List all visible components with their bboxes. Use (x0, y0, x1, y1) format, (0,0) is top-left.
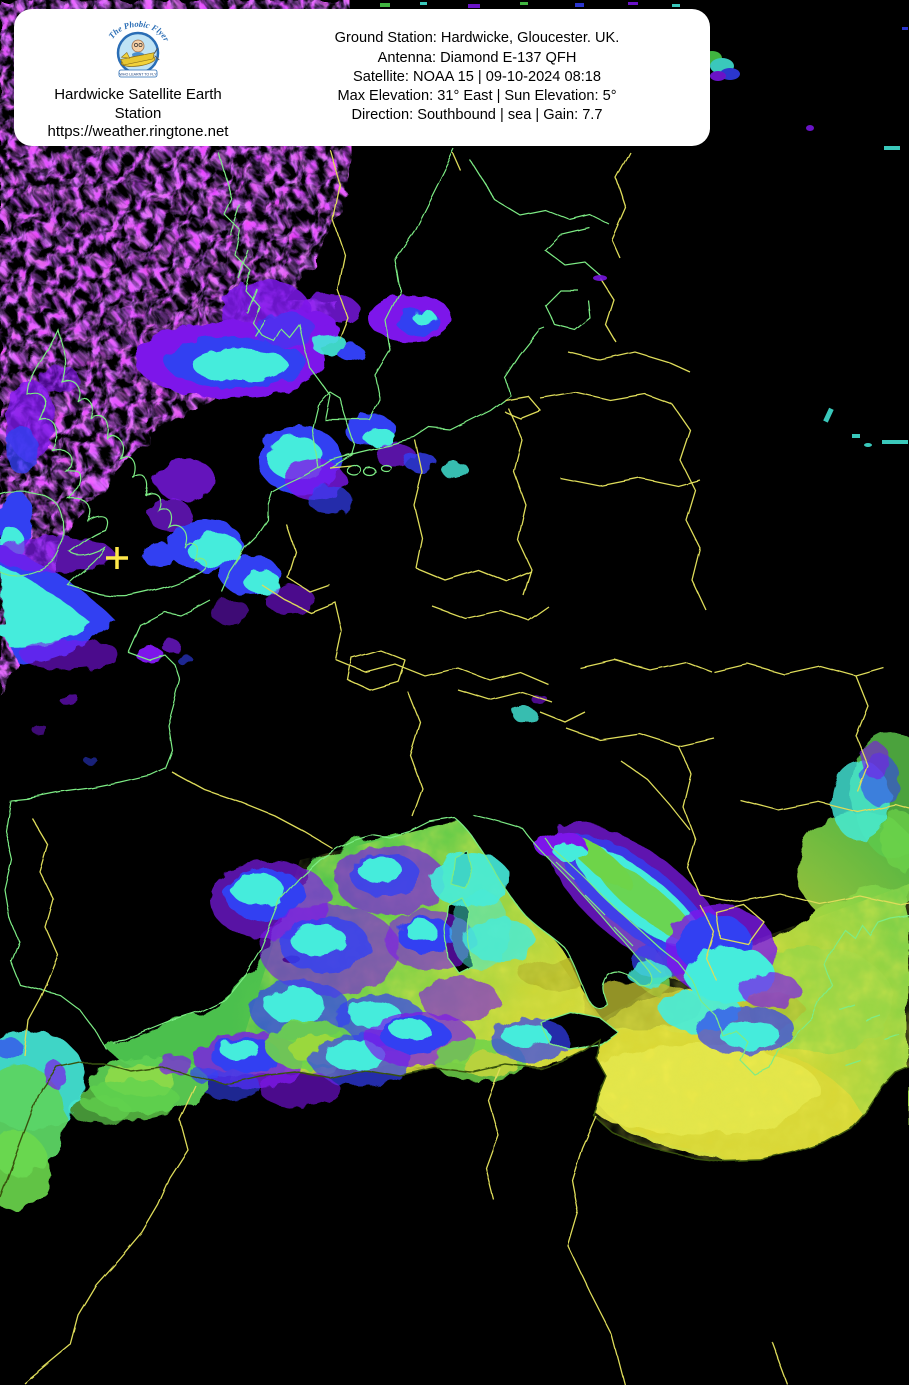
noise-specks (380, 2, 908, 447)
antenna-line: Antenna: Diamond E-137 QFH (377, 49, 577, 66)
info-panel: The Phobic Flyer WHO LEARNT TO FLY Hardw… (14, 9, 710, 146)
ground-station-line: Ground Station: Hardwicke, Gloucester. U… (334, 30, 620, 47)
pass-details: Ground Station: Hardwicke, Gloucester. U… (262, 9, 710, 146)
coastlines (0, 149, 909, 1198)
station-identity: The Phobic Flyer WHO LEARNT TO FLY Hardw… (14, 9, 262, 146)
direction-line: Direction: Southbound | sea | Gain: 7.7 (351, 107, 603, 124)
station-url: https://weather.ringtone.net (47, 123, 229, 140)
cloud-blobs (0, 280, 909, 1210)
station-name: Hardwicke Satellite Earth Station (54, 86, 222, 122)
logo-tagline: WHO LEARNT TO FLY (119, 72, 157, 76)
ground-station-marker (106, 547, 128, 569)
satellite-line: Satellite: NOAA 15 | 09-10-2024 08:18 (353, 68, 601, 85)
phobic-flyer-logo-icon: The Phobic Flyer WHO LEARNT TO FLY (106, 19, 172, 78)
elevation-line: Max Elevation: 31° East | Sun Elevation:… (337, 88, 617, 105)
country-borders (23, 149, 909, 1385)
